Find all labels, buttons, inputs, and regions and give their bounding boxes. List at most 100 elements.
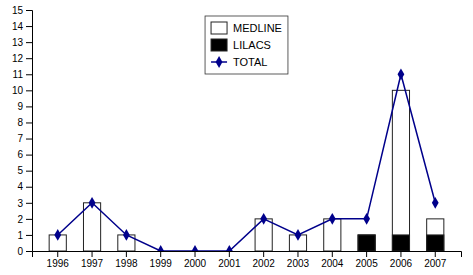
x-tick-mark bbox=[263, 251, 264, 257]
y-tick: 12 bbox=[12, 53, 32, 64]
x-tick-mark bbox=[400, 251, 401, 257]
x-tick: 2000 bbox=[184, 251, 207, 269]
y-tick-label: 1 bbox=[17, 230, 23, 241]
marker bbox=[157, 245, 164, 251]
x-tick: 2001 bbox=[218, 251, 241, 269]
x-tick-mark bbox=[195, 251, 196, 257]
marker bbox=[192, 245, 199, 251]
legend-swatch bbox=[211, 39, 227, 51]
x-tick-label: 2002 bbox=[253, 258, 276, 269]
y-tick: 11 bbox=[13, 69, 32, 80]
axis-domain bbox=[33, 252, 462, 258]
y-tick-label: 0 bbox=[17, 246, 23, 257]
x-tick-label: 2003 bbox=[287, 258, 310, 269]
y-tick: 7 bbox=[17, 133, 32, 144]
y-tick-mark bbox=[26, 219, 32, 220]
line bbox=[58, 74, 436, 251]
x-tick: 2006 bbox=[390, 251, 413, 269]
marker bbox=[432, 197, 439, 209]
bar bbox=[358, 235, 375, 251]
x-tick: 1997 bbox=[81, 251, 104, 269]
bar-series bbox=[358, 235, 444, 251]
bar bbox=[83, 203, 100, 251]
bar bbox=[427, 235, 444, 251]
y-tick-mark bbox=[26, 251, 32, 252]
bar bbox=[392, 235, 409, 251]
x-tick-label: 2001 bbox=[218, 258, 241, 269]
legend-label: MEDLINE bbox=[233, 22, 282, 34]
y-tick-mark bbox=[26, 122, 32, 123]
y-tick-mark bbox=[26, 155, 32, 156]
marker bbox=[54, 229, 61, 241]
y-tick: 2 bbox=[17, 214, 32, 225]
marker bbox=[329, 213, 336, 225]
y-tick: 6 bbox=[17, 149, 32, 160]
y-tick: 10 bbox=[12, 85, 32, 96]
x-tick-mark bbox=[160, 251, 161, 257]
marker bbox=[260, 213, 267, 225]
bar bbox=[49, 251, 66, 252]
legend-swatch bbox=[211, 22, 227, 34]
x-tick-mark bbox=[332, 251, 333, 257]
y-tick-mark bbox=[26, 74, 32, 75]
x-axis: 1996199719981999200020012002200320042005… bbox=[33, 251, 462, 269]
x-tick: 2005 bbox=[355, 251, 378, 269]
x-tick: 1996 bbox=[47, 251, 70, 269]
y-tick-mark bbox=[26, 90, 32, 91]
x-tick-mark bbox=[366, 251, 367, 257]
y-tick-mark bbox=[26, 26, 32, 27]
marker bbox=[89, 197, 96, 209]
y-tick: 3 bbox=[17, 198, 32, 209]
x-tick-label: 2006 bbox=[390, 258, 413, 269]
y-tick: 4 bbox=[17, 181, 32, 192]
x-tick-mark bbox=[435, 251, 436, 257]
y-tick-mark bbox=[26, 106, 32, 107]
marks bbox=[49, 68, 444, 251]
y-tick: 14 bbox=[12, 21, 32, 32]
y-tick-mark bbox=[26, 203, 32, 204]
y-tick-label: 15 bbox=[12, 5, 24, 16]
y-tick: 15 bbox=[12, 5, 32, 16]
y-tick-label: 12 bbox=[12, 53, 24, 64]
y-tick-label: 4 bbox=[17, 181, 23, 192]
y-tick: 13 bbox=[12, 37, 32, 48]
x-tick: 2004 bbox=[321, 251, 344, 269]
chart: 1996199719981999200020012002200320042005… bbox=[0, 0, 473, 275]
x-tick-mark bbox=[92, 251, 93, 257]
marker bbox=[295, 229, 302, 241]
x-tick-label: 2005 bbox=[355, 258, 378, 269]
y-tick-mark bbox=[26, 58, 32, 59]
y-tick-mark bbox=[26, 42, 32, 43]
bar bbox=[255, 251, 272, 252]
bar bbox=[392, 90, 409, 251]
y-tick-label: 8 bbox=[17, 117, 23, 128]
bar bbox=[118, 251, 135, 252]
x-tick-label: 2007 bbox=[424, 258, 447, 269]
y-tick-label: 2 bbox=[17, 214, 23, 225]
line-series bbox=[54, 68, 438, 251]
marker bbox=[226, 245, 233, 251]
y-tick: 8 bbox=[17, 117, 32, 128]
y-tick: 9 bbox=[17, 101, 32, 112]
bar bbox=[289, 251, 306, 252]
y-tick-label: 7 bbox=[17, 133, 23, 144]
y-tick-mark bbox=[26, 139, 32, 140]
legend-swatch bbox=[216, 56, 223, 68]
y-tick-label: 10 bbox=[12, 85, 24, 96]
y-tick-label: 5 bbox=[17, 165, 23, 176]
legend: MEDLINE LILACS TOTAL bbox=[205, 16, 288, 74]
y-tick-label: 9 bbox=[17, 101, 23, 112]
y-tick-mark bbox=[26, 187, 32, 188]
bar-series bbox=[49, 90, 444, 251]
legend-label: LILACS bbox=[233, 39, 271, 51]
x-tick: 2007 bbox=[424, 251, 447, 269]
plot: 1996199719981999200020012002200320042005… bbox=[12, 5, 462, 269]
x-tick-mark bbox=[57, 251, 58, 257]
x-tick-label: 1997 bbox=[81, 258, 104, 269]
bar bbox=[358, 235, 375, 251]
y-tick-mark bbox=[26, 171, 32, 172]
y-tick-label: 3 bbox=[17, 198, 23, 209]
y-tick-label: 6 bbox=[17, 149, 23, 160]
legend-label: TOTAL bbox=[233, 56, 267, 68]
y-tick-label: 11 bbox=[13, 69, 24, 80]
